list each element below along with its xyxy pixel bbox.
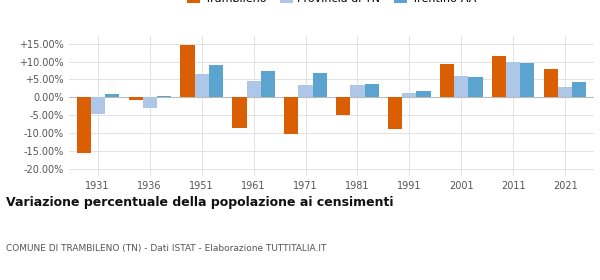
- Bar: [337, 97, 350, 115]
- Bar: [181, 45, 194, 97]
- Bar: [416, 91, 431, 97]
- Bar: [194, 74, 209, 97]
- Bar: [91, 97, 104, 114]
- Bar: [284, 97, 298, 134]
- Bar: [506, 62, 520, 97]
- Text: COMUNE DI TRAMBILENO (TN) - Dati ISTAT - Elaborazione TUTTITALIA.IT: COMUNE DI TRAMBILENO (TN) - Dati ISTAT -…: [6, 244, 326, 253]
- Bar: [440, 64, 454, 97]
- Bar: [544, 69, 559, 97]
- Bar: [559, 87, 572, 97]
- Bar: [104, 94, 119, 97]
- Bar: [143, 97, 157, 108]
- Bar: [157, 96, 170, 97]
- Bar: [493, 56, 506, 97]
- Bar: [388, 97, 403, 129]
- Bar: [247, 81, 260, 97]
- Bar: [313, 73, 326, 97]
- Bar: [209, 65, 223, 97]
- Bar: [260, 71, 275, 97]
- Bar: [403, 93, 416, 97]
- Bar: [77, 97, 91, 153]
- Bar: [350, 85, 365, 97]
- Bar: [128, 97, 143, 100]
- Bar: [298, 85, 313, 97]
- Bar: [469, 77, 482, 97]
- Bar: [454, 76, 469, 97]
- Legend: Trambileno, Provincia di TN, Trentino-AA: Trambileno, Provincia di TN, Trentino-AA: [182, 0, 481, 8]
- Bar: [232, 97, 247, 128]
- Bar: [572, 82, 586, 97]
- Bar: [520, 63, 535, 97]
- Bar: [365, 84, 379, 97]
- Text: Variazione percentuale della popolazione ai censimenti: Variazione percentuale della popolazione…: [6, 196, 394, 209]
